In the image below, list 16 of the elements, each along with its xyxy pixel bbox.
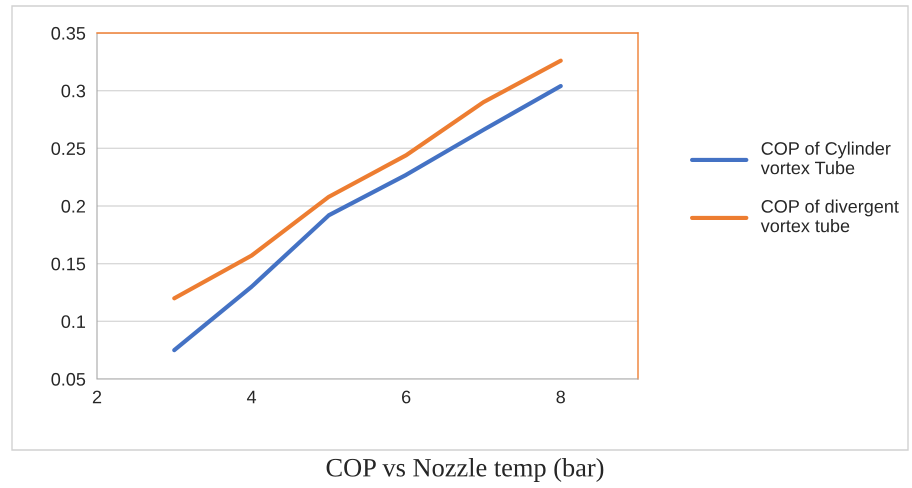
y-tick-label: 0.35 <box>51 26 86 40</box>
x-tick-label: 2 <box>92 390 102 404</box>
y-tick-label: 0.1 <box>61 315 86 328</box>
x-tick-label: 4 <box>246 390 256 404</box>
y-tick-label: 0.2 <box>61 200 85 213</box>
x-tick-label: 6 <box>402 390 410 404</box>
y-tick-label: 0.3 <box>61 84 86 98</box>
y-tick-label: 0.05 <box>51 372 86 386</box>
legend-label: COP of Cylinder vortex Tube <box>760 142 891 174</box>
y-tick-label: 0.15 <box>51 258 86 270</box>
text: COP vs Nozzle temp (bar) <box>326 458 604 482</box>
x-tick-label: 8 <box>556 390 565 404</box>
line-series <box>172 58 563 300</box>
y-tick-label: 0.25 <box>51 142 86 156</box>
line-series <box>172 84 563 352</box>
legend-label: COP of divergent vortex tube <box>760 200 899 232</box>
